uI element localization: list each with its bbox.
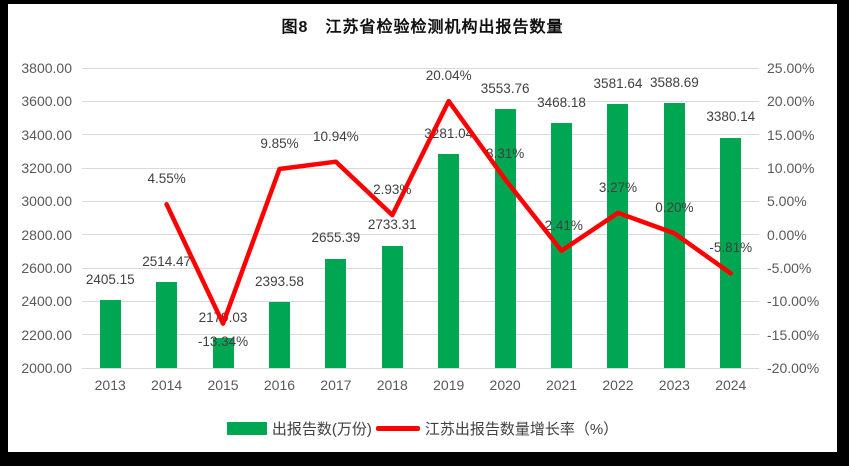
gridline <box>82 367 759 369</box>
chart-title: 图8 江苏省检验检测机构出报告数量 <box>281 19 564 36</box>
y-right-tick-label: -5.00% <box>767 260 812 276</box>
y-right-tick-label: 10.00% <box>767 160 815 176</box>
gridline <box>82 300 759 302</box>
legend-item-bars: 出报告数(万份) <box>226 418 372 439</box>
y-right-tick-label: 20.00% <box>767 93 815 110</box>
x-tick-label: 2024 <box>715 377 747 393</box>
y-left-tick-label: 3800.00 <box>21 60 72 76</box>
x-tick-label: 2022 <box>602 377 634 393</box>
growth-rate-label: -13.34% <box>197 333 249 349</box>
bar <box>607 104 629 368</box>
y-left-tick-label: 2600.00 <box>21 260 72 276</box>
bar <box>268 302 290 368</box>
growth-rate-label: 20.04% <box>425 68 472 84</box>
x-tick-label: 2023 <box>658 377 690 393</box>
bar-value-label: 3468.18 <box>537 94 586 110</box>
y-left-tick-label: 2000.00 <box>21 360 72 376</box>
growth-rate-label: -5.81% <box>709 240 753 256</box>
bar-value-label: 2514.47 <box>142 253 192 269</box>
chart-canvas: 图8 江苏省检验检测机构出报告数量 3800.00 3600.00 3400.00 3… <box>8 4 837 452</box>
growth-rate-label: 10.94% <box>312 128 359 144</box>
legend-item-line: 江苏出报告数量增长率（%） <box>375 418 619 439</box>
growth-rate-line <box>164 98 734 326</box>
y-right-tick-label: -15.00% <box>767 326 820 343</box>
x-axis: 2013 2014 2015 2016 2017 2018 2019 2020 2021 2022… <box>82 376 759 396</box>
bar-value-label: 2733.31 <box>367 217 417 233</box>
gridline <box>82 100 759 102</box>
bar-value-label: 2405.15 <box>85 271 135 287</box>
gridline <box>82 200 759 202</box>
x-tick-label: 2016 <box>263 377 296 393</box>
bar-value-label: 3581.64 <box>593 75 643 91</box>
y-left-tick-label: 2400.00 <box>21 293 72 310</box>
growth-rate-label: 8.31% <box>485 146 525 162</box>
y-right-tick-label: 25.00% <box>767 60 815 76</box>
gridline <box>82 334 759 336</box>
bar-value-label: 2655.39 <box>311 230 361 246</box>
x-tick-label: 2015 <box>207 377 239 393</box>
gridline <box>82 67 759 69</box>
bar <box>99 300 121 368</box>
y-left-tick-label: 3200.00 <box>21 160 72 176</box>
bar <box>156 282 178 368</box>
gridline <box>82 234 759 236</box>
plot-area: 2405.15 2514.47 2179.03 2393.58 2655.39 2733.… <box>82 67 759 369</box>
bar-value-label: 2393.58 <box>255 273 304 289</box>
bar <box>720 137 742 368</box>
growth-rate-label: 0.20% <box>655 200 694 216</box>
bar <box>212 338 234 368</box>
bar <box>438 154 460 368</box>
x-tick-label: 2013 <box>94 377 126 393</box>
legend-bar-label: 出报告数(万份) <box>271 421 372 438</box>
y-left-tick-label: 2200.00 <box>21 326 72 343</box>
legend-line-swatch-icon <box>375 426 420 431</box>
growth-rate-label: 3.27% <box>598 179 638 195</box>
bar-value-label: 3588.69 <box>649 74 699 90</box>
left-axis: 3800.00 3600.00 3400.00 3200.00 3000.00 2800.… <box>8 60 72 376</box>
growth-rate-label: -2.41% <box>540 217 583 233</box>
gridline <box>82 267 759 269</box>
growth-rate-label: 4.55% <box>147 171 186 187</box>
x-tick-label: 2014 <box>151 377 183 393</box>
x-tick-label: 2017 <box>320 377 352 393</box>
bar-value-label: 3553.76 <box>480 80 530 96</box>
bar <box>381 245 403 368</box>
bar <box>551 123 573 368</box>
y-right-tick-label: -10.00% <box>767 293 820 310</box>
y-left-tick-label: 3600.00 <box>21 93 72 110</box>
x-tick-label: 2021 <box>545 377 578 393</box>
right-axis: 25.00% 20.00% 15.00% 10.00% 5.00% 0.00% -5.00%… <box>767 60 837 376</box>
y-right-tick-label: 5.00% <box>767 193 807 210</box>
gridline <box>82 134 759 136</box>
x-tick-label: 2020 <box>489 377 521 393</box>
bar <box>325 258 347 368</box>
bar-value-label: 3380.14 <box>706 109 756 125</box>
legend-bar-swatch-icon <box>226 422 267 435</box>
y-right-tick-label: 0.00% <box>767 226 807 243</box>
y-left-tick-label: 2800.00 <box>21 226 72 243</box>
gridline <box>82 167 759 169</box>
legend-line-label: 江苏出报告数量增长率（%） <box>424 421 619 438</box>
y-left-tick-label: 3400.00 <box>21 126 72 143</box>
y-right-tick-label: -20.00% <box>767 360 820 376</box>
legend: 出报告数(万份) 江苏出报告数量增长率（%） <box>8 418 837 439</box>
y-left-tick-label: 3000.00 <box>21 193 72 210</box>
y-right-tick-label: 15.00% <box>767 126 815 143</box>
x-tick-label: 2018 <box>376 377 408 393</box>
x-tick-label: 2019 <box>433 377 465 393</box>
growth-rate-label: 9.85% <box>260 136 299 151</box>
